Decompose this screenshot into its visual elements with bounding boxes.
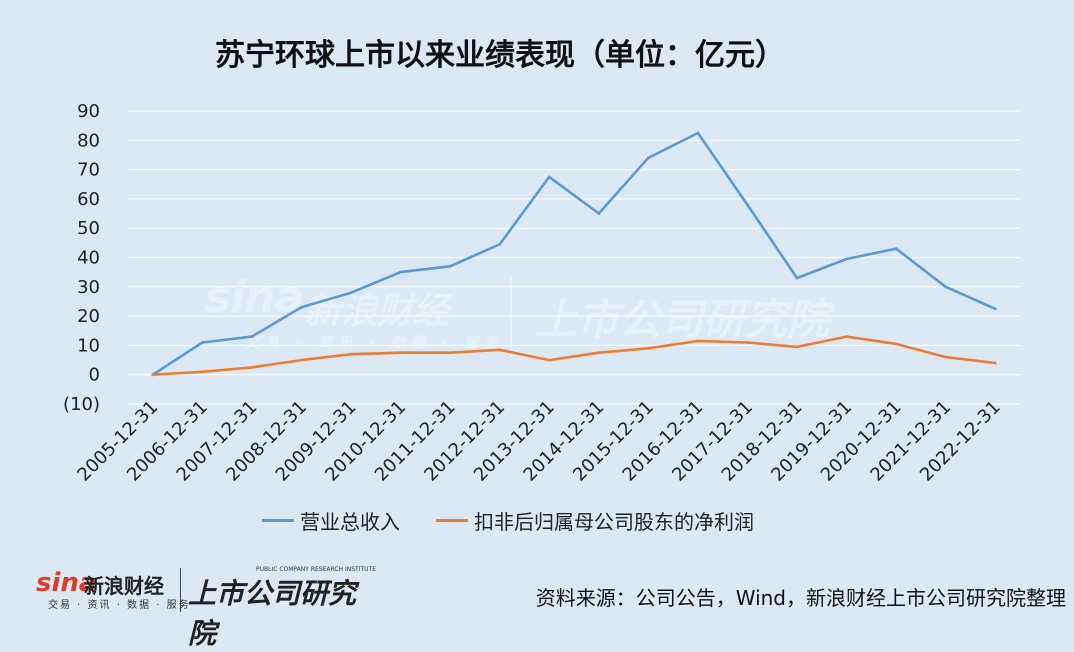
data-point (498, 348, 502, 352)
footer-institute-en: PUBLIC COMPANY RESEARCH INSTITUTE (256, 566, 376, 573)
data-point (894, 247, 898, 251)
data-point (696, 131, 700, 135)
footer-logo: sina 新浪财经 交易 · 资讯 · 数据 · 服务 PUBLIC COMPA… (36, 566, 381, 650)
data-point (597, 351, 601, 355)
y-tick-label: 70 (77, 160, 100, 181)
data-point (498, 242, 502, 246)
y-tick-label: 10 (77, 335, 100, 356)
data-point (944, 355, 948, 359)
data-point (845, 335, 848, 339)
data-point (448, 264, 452, 268)
footer-divider (180, 568, 181, 612)
data-point (845, 257, 848, 261)
data-point (300, 305, 303, 309)
data-point (894, 342, 898, 346)
y-tick-label: (10) (63, 394, 100, 415)
data-point (349, 291, 353, 295)
y-tick-label: 40 (77, 248, 100, 269)
data-point (200, 341, 204, 344)
data-point (597, 212, 601, 215)
data-point (200, 370, 204, 374)
legend: 营业总收入 扣非后归属母公司股东的净利润 (262, 506, 790, 535)
series-line-net-profit (151, 335, 997, 377)
y-tick-label: 20 (77, 306, 100, 327)
data-point (944, 285, 948, 289)
line-chart: (10)01020304050607080902005-12-312006-12… (63, 101, 1020, 486)
footer-sina-logo: sina (36, 568, 97, 598)
data-point (151, 373, 155, 377)
y-tick-label: 0 (89, 365, 100, 386)
legend-swatch-net-profit (436, 518, 468, 522)
data-point (646, 346, 650, 350)
data-point (547, 358, 551, 362)
data-point (746, 341, 749, 344)
legend-swatch-revenue (262, 518, 294, 522)
data-point (993, 307, 997, 311)
data-point (993, 361, 997, 365)
y-tick-label: 30 (77, 277, 100, 298)
y-tick-label: 80 (77, 130, 100, 151)
footer-brand-name: 新浪财经 (84, 574, 164, 598)
series-line-revenue (151, 131, 997, 377)
footer-brand-sub: 交易 · 资讯 · 数据 · 服务 (48, 600, 191, 611)
legend-item-revenue: 营业总收入 (262, 506, 400, 535)
data-point (349, 352, 353, 356)
data-point (399, 270, 402, 274)
data-point (300, 358, 303, 362)
y-tick-label: 60 (77, 189, 100, 210)
legend-label-net-profit: 扣非后归属母公司股东的净利润 (474, 509, 754, 534)
data-point (746, 203, 749, 207)
footer-institute: 上市公司研究院 (188, 577, 357, 650)
chart-title: 苏宁环球上市以来业绩表现（单位：亿元） (215, 38, 785, 73)
source-note: 资料来源：公司公告，Wind，新浪财经上市公司研究院整理 (535, 586, 1066, 610)
legend-item-net-profit: 扣非后归属母公司股东的净利润 (436, 506, 754, 535)
y-tick-label: 50 (77, 218, 100, 239)
data-point (547, 175, 551, 179)
data-point (448, 351, 452, 355)
data-point (795, 276, 799, 280)
data-point (250, 335, 254, 339)
data-point (250, 365, 254, 369)
data-point (795, 345, 799, 349)
legend-label-revenue: 营业总收入 (300, 509, 400, 534)
data-point (646, 156, 650, 160)
y-tick-label: 90 (77, 101, 100, 122)
data-point (696, 339, 700, 343)
data-point (399, 351, 402, 355)
